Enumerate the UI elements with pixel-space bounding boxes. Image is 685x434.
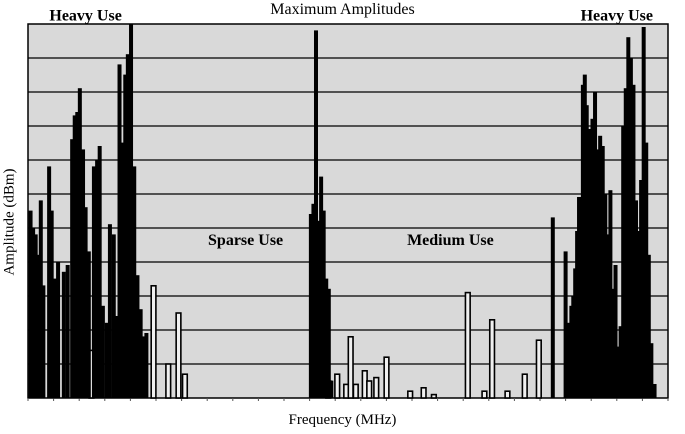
data-bar xyxy=(129,23,134,399)
data-bar-outline xyxy=(366,380,373,399)
data-bar xyxy=(550,217,555,399)
data-bar xyxy=(652,383,657,399)
data-bar xyxy=(91,166,96,399)
annotation-label: Sparse Use xyxy=(208,232,283,249)
data-bar xyxy=(104,322,109,399)
annotation-label: Heavy Use xyxy=(49,8,121,25)
data-bar xyxy=(77,88,82,399)
data-bar xyxy=(649,343,654,399)
data-bar-outline xyxy=(535,339,542,399)
data-bar xyxy=(65,264,70,399)
data-bar-outline xyxy=(150,284,157,399)
data-bar xyxy=(132,166,137,399)
data-bar-outline xyxy=(420,386,427,399)
data-bar xyxy=(61,271,66,399)
data-bar xyxy=(114,315,119,399)
data-bar-outline xyxy=(488,318,496,399)
data-bar-outline xyxy=(352,383,359,399)
data-bar-outline xyxy=(347,335,354,399)
data-bar-outline xyxy=(175,312,182,399)
data-bar xyxy=(329,380,334,399)
data-bar-outline xyxy=(430,393,438,399)
data-bar xyxy=(97,145,102,399)
annotation-label: Heavy Use xyxy=(581,8,653,25)
data-bar xyxy=(107,224,112,399)
data-bar xyxy=(86,251,91,399)
data-bar-outline xyxy=(383,356,390,399)
data-bar xyxy=(120,142,125,399)
outline-series xyxy=(88,284,542,399)
data-bar xyxy=(125,54,130,399)
data-bar xyxy=(646,254,651,399)
data-bar xyxy=(313,30,318,399)
data-bar-outline xyxy=(464,291,471,399)
data-bar xyxy=(52,278,57,399)
data-bar xyxy=(613,264,618,399)
filled-series xyxy=(28,23,657,399)
data-bar xyxy=(100,305,105,399)
data-bar-outline xyxy=(481,390,488,399)
data-bar-outline xyxy=(504,390,511,399)
data-bar-outline xyxy=(334,373,341,399)
data-bar xyxy=(41,285,46,399)
data-bar xyxy=(326,288,331,399)
x-axis-label: Frequency (MHz) xyxy=(288,412,397,428)
data-bar-outline xyxy=(373,376,380,399)
data-bar xyxy=(83,207,88,399)
data-bar xyxy=(49,210,54,399)
data-bar xyxy=(56,261,61,399)
data-bar-outline xyxy=(407,390,414,399)
chart-title: Maximum Amplitudes xyxy=(270,1,415,18)
data-bar xyxy=(135,275,140,399)
annotations: Heavy Use Sparse Use Medium Use Heavy Use xyxy=(49,8,653,249)
data-bar-outline xyxy=(165,363,172,399)
annotation-label: Medium Use xyxy=(407,232,494,249)
data-bar xyxy=(144,332,149,399)
data-bar-outline xyxy=(181,373,189,399)
data-bar-outline xyxy=(521,373,528,399)
data-bar xyxy=(141,336,146,399)
